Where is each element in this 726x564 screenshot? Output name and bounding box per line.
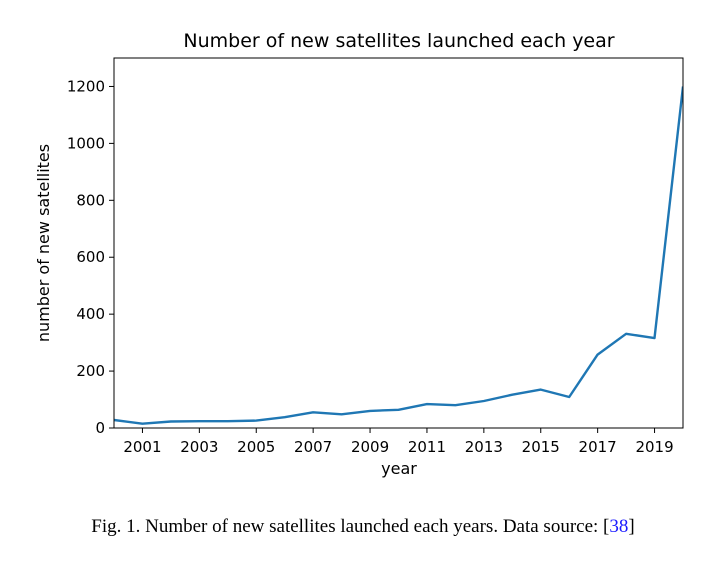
x-tick-label-2003: 2003 — [180, 438, 218, 456]
x-tick-label-2009: 2009 — [351, 438, 389, 456]
plot-area: 2001 2003 2005 2007 2009 2011 2013 2015 2017 2019… — [67, 57, 684, 456]
series-line — [114, 86, 683, 425]
y-tick-label-0: 0 — [95, 419, 105, 437]
line-chart: Number of new satellites launched each y… — [34, 30, 684, 478]
y-tick-label-1200: 1200 — [67, 77, 105, 95]
y-tick-label-800: 800 — [76, 191, 105, 209]
x-tick-label-2001: 2001 — [123, 438, 161, 456]
x-tick-label-2011: 2011 — [408, 438, 446, 456]
x-tick-label-2015: 2015 — [522, 438, 560, 456]
x-tick-label-2017: 2017 — [579, 438, 617, 456]
y-tick-label-600: 600 — [76, 248, 105, 266]
x-axis-label: year — [381, 459, 417, 478]
x-tick-label-2007: 2007 — [294, 438, 332, 456]
caption-reference-link[interactable]: 38 — [609, 516, 629, 537]
caption-close: ] — [628, 516, 635, 537]
y-axis-label: number of new satellites — [34, 144, 53, 342]
x-tick-label-2013: 2013 — [465, 438, 503, 456]
caption-text: Fig. 1. Number of new satellites launche… — [91, 516, 610, 537]
x-tick-label-2019: 2019 — [635, 438, 673, 456]
figure-caption: Fig. 1. Number of new satellites launche… — [0, 516, 726, 538]
x-tick-label-2005: 2005 — [237, 438, 275, 456]
y-tick-label-400: 400 — [76, 305, 105, 323]
y-tick-label-200: 200 — [76, 362, 105, 380]
y-tick-label-1000: 1000 — [67, 134, 105, 152]
chart-title: Number of new satellites launched each y… — [183, 30, 614, 52]
axes-frame — [113, 57, 684, 429]
